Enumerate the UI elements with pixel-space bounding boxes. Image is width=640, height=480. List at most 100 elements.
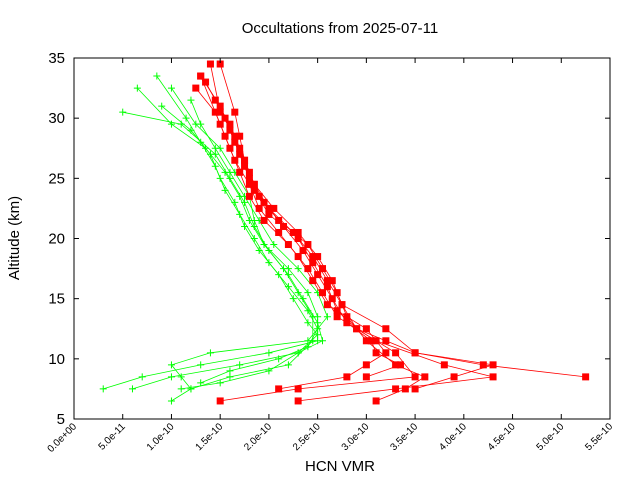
data-point <box>99 385 107 393</box>
data-point <box>299 295 307 303</box>
data-point <box>236 150 244 158</box>
data-point <box>304 241 312 249</box>
x-tick-label: 3.0e-10 <box>340 421 372 453</box>
x-tick-label: 5.0e-10 <box>535 421 567 453</box>
data-point <box>294 385 302 393</box>
data-point <box>245 192 253 200</box>
data-point <box>362 325 370 333</box>
chart-title: Occultations from 2025-07-11 <box>242 20 439 37</box>
data-point <box>192 120 200 128</box>
data-point <box>275 385 283 393</box>
data-point <box>250 186 258 194</box>
data-point <box>177 120 185 128</box>
data-point <box>280 222 288 230</box>
data-point <box>197 72 205 80</box>
data-point <box>245 174 253 182</box>
data-point <box>314 319 322 327</box>
data-point <box>411 349 419 357</box>
data-point <box>265 259 273 267</box>
data-point <box>260 198 268 206</box>
data-point <box>284 361 292 369</box>
data-point <box>314 331 322 339</box>
data-point <box>158 102 166 110</box>
plot-area <box>99 60 590 405</box>
data-point <box>226 174 234 182</box>
data-point <box>265 349 273 357</box>
data-point <box>372 397 380 405</box>
data-point <box>250 235 258 242</box>
data-point <box>260 216 268 224</box>
data-point <box>167 397 175 405</box>
data-point <box>450 373 458 381</box>
data-point <box>128 385 136 393</box>
x-tick-label: 2.0e-10 <box>242 421 274 453</box>
profile-line <box>205 81 586 378</box>
data-point <box>489 361 497 369</box>
data-point <box>197 379 205 387</box>
data-point <box>333 313 341 321</box>
profile-line <box>170 99 328 390</box>
data-point <box>582 373 590 381</box>
data-point <box>167 373 175 381</box>
green-profile-series <box>99 72 331 405</box>
y-tick-label: 35 <box>48 50 65 67</box>
data-point <box>309 253 317 261</box>
data-point <box>216 144 224 152</box>
data-point <box>362 361 370 369</box>
y-tick-label: 5 <box>57 411 65 428</box>
data-point <box>221 186 229 194</box>
data-point <box>216 379 224 387</box>
data-point <box>304 265 312 273</box>
x-tick-label: 1.5e-10 <box>194 421 226 453</box>
data-point <box>323 283 331 291</box>
data-point <box>343 313 351 321</box>
data-point <box>382 337 390 345</box>
red-profile-series <box>192 60 590 405</box>
data-point <box>319 289 327 297</box>
data-point <box>367 337 375 345</box>
data-point <box>304 289 312 297</box>
data-point <box>343 373 351 381</box>
data-point <box>275 355 283 363</box>
data-point <box>197 138 205 146</box>
data-point <box>211 150 219 158</box>
data-point <box>304 319 312 327</box>
profile-line <box>122 111 323 390</box>
y-axis-label: Altitude (km) <box>6 196 23 280</box>
data-point <box>226 120 234 128</box>
data-point <box>411 373 419 381</box>
data-point <box>221 132 229 140</box>
data-point <box>206 349 214 357</box>
y-tick-label: 20 <box>48 231 65 248</box>
data-point <box>250 222 258 230</box>
data-point <box>328 277 336 285</box>
data-point <box>284 271 292 279</box>
data-point <box>255 204 263 212</box>
y-tick-label: 15 <box>48 291 65 308</box>
data-point <box>119 108 127 116</box>
data-point <box>241 198 249 206</box>
data-point <box>231 156 239 164</box>
data-point <box>294 265 302 273</box>
data-point <box>479 361 487 369</box>
data-point <box>236 132 244 140</box>
data-point <box>226 126 234 134</box>
data-point <box>343 319 351 327</box>
data-point <box>319 337 327 345</box>
profile-line <box>200 75 494 402</box>
data-point <box>382 349 390 357</box>
y-tick-label: 30 <box>48 110 65 127</box>
data-point <box>333 289 341 297</box>
data-point <box>236 168 244 176</box>
data-point <box>294 228 302 236</box>
data-point <box>392 361 400 369</box>
x-axis-label: HCN VMR <box>305 458 375 475</box>
y-tick-label: 25 <box>48 170 65 187</box>
data-point <box>401 385 409 393</box>
data-point <box>231 108 239 116</box>
data-point <box>197 361 205 369</box>
data-point <box>236 361 244 369</box>
data-point <box>138 373 146 381</box>
x-tick-label: 4.5e-10 <box>486 421 518 453</box>
data-point <box>216 108 224 116</box>
